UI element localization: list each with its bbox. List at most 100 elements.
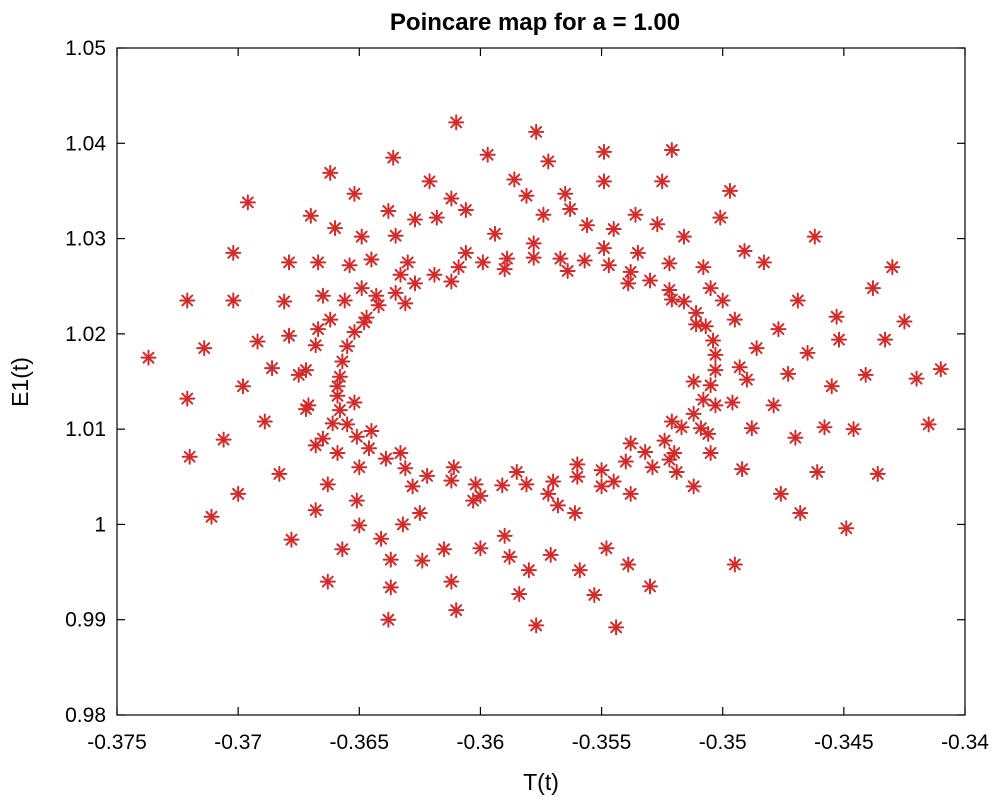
scatter-point [838,520,855,537]
scatter-point [399,254,416,271]
scatter-point [404,478,421,495]
scatter-point [508,464,525,481]
scatter-point [377,450,394,467]
scatter-point [380,611,397,628]
y-tick-label: 1.05 [65,37,106,60]
scatter-point [620,275,637,292]
scatter-point [310,321,327,338]
scatter-point [877,331,894,348]
scatter-point [448,114,465,131]
scatter-point [806,228,823,245]
scatter-point [496,261,513,278]
scatter-point [593,478,610,495]
scatter-point [181,448,198,465]
scatter-point [281,327,298,344]
x-tick-label: -0.37 [214,731,262,754]
scatter-point [579,217,596,234]
scatter-point [908,370,925,387]
scatter-point [695,259,712,276]
scatter-point [792,504,809,521]
scatter-point [215,431,232,448]
scatter-point [617,453,634,470]
scatter-point [339,338,356,355]
scatter-point [348,428,365,445]
scatter-point [271,465,288,482]
scatter-point [511,585,528,602]
scatter-point [772,485,789,502]
y-tick-label: 0.99 [65,609,106,632]
scatter-point [666,444,683,461]
y-tick-label: 0.98 [65,704,106,727]
scatter-point [697,318,714,335]
scatter-point [809,464,826,481]
scatter-point [474,254,491,271]
scatter-point [499,250,516,267]
scatter-point [576,252,593,269]
y-axis-label: E1(t) [7,357,33,407]
y-tick-label: 1 [94,513,106,536]
scatter-point [419,467,436,484]
scatter-point [598,540,615,557]
scatter-point [336,292,353,309]
y-tick-label: 1.03 [65,228,106,251]
scatter-point [600,257,617,274]
scatter-point [302,207,319,224]
scatter-point [331,368,348,385]
scatter-point [356,314,373,331]
scatter-point [707,362,724,379]
scatter-point [593,462,610,479]
scatter-point [661,255,678,272]
x-tick-label: -0.355 [572,731,632,754]
scatter-point [642,578,659,595]
scatter-point [586,586,603,603]
scatter-point [528,123,545,140]
x-tick-label: -0.345 [814,731,874,754]
scatter-point [290,366,307,383]
scatter-point [324,415,341,432]
scatter-point [348,492,365,509]
x-tick-label: -0.375 [87,731,147,754]
scatter-point [542,546,559,563]
scatter-point [622,435,639,452]
scatter-point [549,497,566,514]
scatter-point [595,240,612,257]
scatter-point [448,602,465,619]
scatter-point [726,311,743,328]
scatter-point [831,331,848,348]
scatter-point [736,242,753,259]
scatter-point [920,416,937,433]
scatter-point [407,275,424,292]
scatter-point [714,292,731,309]
scatter-point [307,437,324,454]
scatter-point [695,391,712,408]
scatter-point [373,530,390,547]
scatter-point [436,541,453,558]
scatter-point [702,444,719,461]
scatter-point [528,617,545,634]
scatter-point [770,321,787,338]
scatter-point [234,378,251,395]
scatter-point [339,416,356,433]
scatter-point [426,266,443,283]
scatter-point [407,211,424,228]
scatter-point [595,173,612,190]
scatter-point [663,291,680,308]
scatter-point [828,308,845,325]
x-tick-label: -0.365 [330,731,390,754]
scatter-point [707,346,724,363]
scatter-point [685,405,702,422]
scatter-point [225,292,242,309]
scatter-point [622,485,639,502]
scatter-point [637,444,654,461]
scatter-point [467,476,484,493]
chart-title: Poincare map for a = 1.00 [390,9,680,36]
scatter-point [307,502,324,519]
scatter-point [382,551,399,568]
scatter-point [702,280,719,297]
scatter-point [506,171,523,188]
scatter-point [140,349,157,366]
scatter-point [443,190,460,207]
scatter-point [479,146,496,163]
scatter-point [864,280,881,297]
scatter-point [281,254,298,271]
